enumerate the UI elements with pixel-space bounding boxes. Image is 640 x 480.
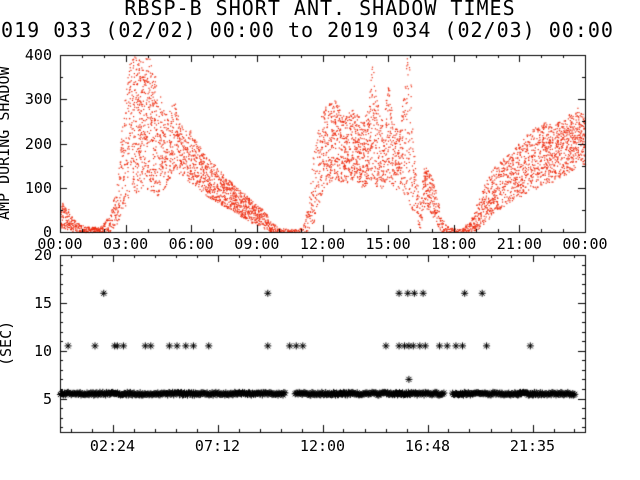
top-y-tick-label: 300 — [24, 90, 52, 109]
top-y-tick-label: 0 — [42, 223, 52, 241]
top-x-tick-label: 12:00 — [299, 235, 346, 253]
bottom-x-tick-label: 02:24 — [89, 437, 136, 455]
top-x-tick-label: 15:00 — [365, 235, 411, 253]
top-y-tick-label: 400 — [24, 46, 52, 64]
bottom-x-tick-label: 16:48 — [404, 437, 451, 455]
top-x-tick-label: 21:00 — [496, 235, 542, 253]
bottom-y-tick-label: 15 — [33, 293, 52, 312]
top-y-tick-label: 200 — [24, 134, 52, 153]
bottom-x-tick-label: 12:00 — [299, 437, 346, 455]
top-x-tick-label: 00:00 — [562, 235, 608, 253]
top-x-tick-label: 09:00 — [234, 235, 280, 253]
bottom-x-tick-label: 07:12 — [194, 437, 241, 455]
top-x-tick-label: 00:00 — [37, 235, 83, 253]
top-y-tick-label: 100 — [24, 178, 52, 197]
chart-title: RBSP-B SHORT ANT. SHADOW TIMES — [124, 0, 516, 20]
top-x-tick-label: 03:00 — [103, 235, 149, 253]
bottom-y-tick-label: 20 — [33, 246, 52, 264]
bottom-y-tick-label: 10 — [33, 341, 52, 360]
bottom-y-tick-label: 5 — [42, 389, 52, 408]
chart-subtitle: 2019 033 (02/02) 00:00 to 2019 034 (02/0… — [0, 18, 614, 42]
bottom-x-tick-label: 21:35 — [509, 437, 556, 455]
top-x-tick-label: 18:00 — [431, 235, 477, 253]
top-x-tick-label: 06:00 — [168, 235, 214, 253]
